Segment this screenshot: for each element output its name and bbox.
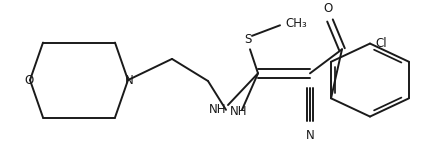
Text: O: O xyxy=(323,2,332,15)
Text: N: N xyxy=(125,74,134,86)
Text: Cl: Cl xyxy=(375,37,387,50)
Text: NH: NH xyxy=(209,103,227,116)
Text: NH: NH xyxy=(230,105,247,118)
Text: O: O xyxy=(25,74,34,86)
Text: S: S xyxy=(244,33,252,46)
Text: CH₃: CH₃ xyxy=(285,17,307,30)
Text: N: N xyxy=(306,129,314,142)
